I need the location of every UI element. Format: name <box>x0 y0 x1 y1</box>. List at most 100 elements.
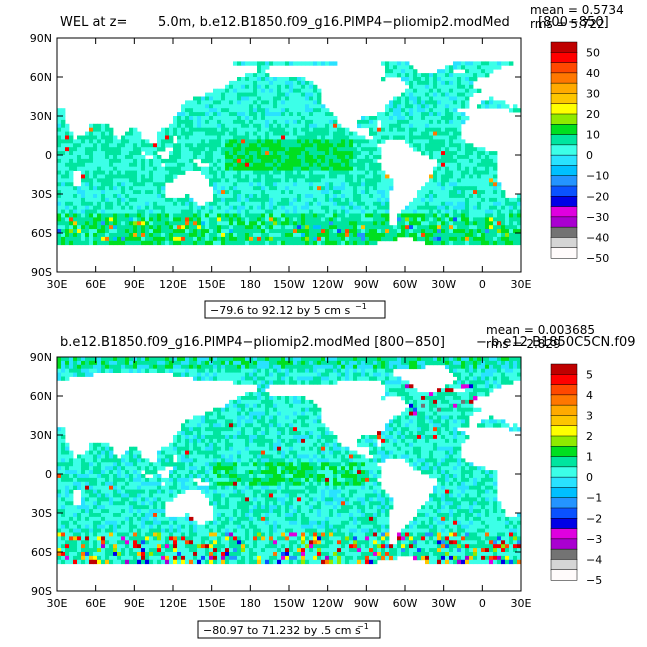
map-cell <box>469 190 474 195</box>
map-cell <box>97 209 102 214</box>
map-cell <box>253 170 258 175</box>
map-cell <box>149 213 154 218</box>
map-cell <box>237 376 242 381</box>
map-cell <box>237 419 242 424</box>
map-cell <box>241 368 246 373</box>
map-cell <box>445 225 450 230</box>
map-cell <box>449 186 454 191</box>
map-cell <box>381 174 386 179</box>
map-cell <box>381 205 386 210</box>
map-cell <box>229 92 234 97</box>
map-cell <box>425 415 430 420</box>
map-cell <box>353 221 358 226</box>
map-cell <box>249 403 254 409</box>
map-cell <box>321 368 326 373</box>
map-cell <box>61 135 66 140</box>
map-cell <box>197 108 202 113</box>
map-cell <box>73 368 78 373</box>
map-cell <box>341 372 346 377</box>
map-cell <box>297 419 302 424</box>
map-cell <box>253 166 258 171</box>
map-cell <box>201 240 206 246</box>
map-cell <box>277 221 282 226</box>
map-cell <box>109 186 114 191</box>
map-cell <box>285 100 290 105</box>
map-cell <box>193 376 198 381</box>
map-cell <box>409 139 414 144</box>
map-cell <box>217 407 222 412</box>
map-cell <box>509 240 514 246</box>
map-cell <box>345 357 350 362</box>
map-cell <box>249 88 254 93</box>
map-cell <box>81 225 86 230</box>
map-cell <box>297 221 302 226</box>
map-cell <box>121 186 126 191</box>
map-cell <box>497 197 502 203</box>
map-cell <box>301 139 306 144</box>
map-cell <box>277 84 282 90</box>
map-cell <box>201 170 206 175</box>
map-cell <box>237 186 242 191</box>
map-cell <box>337 123 342 129</box>
map-cell <box>93 368 98 373</box>
map-cell <box>489 368 494 373</box>
map-cell <box>493 178 498 183</box>
map-cell <box>397 69 402 74</box>
map-cell <box>241 166 246 171</box>
map-cell <box>133 166 138 171</box>
map-cell <box>189 166 194 171</box>
map-cell <box>289 119 294 125</box>
map-cell <box>489 384 494 389</box>
map-cell <box>509 229 514 234</box>
map-cell <box>449 166 454 171</box>
map-cell <box>325 236 330 242</box>
map-cell <box>381 221 386 226</box>
map-cell <box>221 205 226 210</box>
map-cell <box>365 372 370 377</box>
map-cell <box>441 233 446 238</box>
map-cell <box>237 368 242 373</box>
map-cell <box>313 135 318 140</box>
map-cell <box>377 213 382 218</box>
map-cell <box>297 236 302 242</box>
map-cell <box>185 217 190 222</box>
map-cell <box>81 143 86 148</box>
map-cell <box>485 205 490 210</box>
map-cell <box>357 233 362 238</box>
map-cell <box>249 396 254 401</box>
map-cell <box>245 240 250 246</box>
map-cell <box>213 151 218 156</box>
map-cell <box>89 151 94 156</box>
map-cell <box>261 229 266 234</box>
map-cell <box>61 372 66 377</box>
map-cell <box>285 399 290 405</box>
map-cell <box>433 221 438 226</box>
map-cell <box>125 147 130 152</box>
map-cell <box>353 360 358 366</box>
map-cell <box>465 368 470 373</box>
map-cell <box>313 170 318 175</box>
map-cell <box>465 80 470 86</box>
map-cell <box>241 209 246 214</box>
map-cell <box>253 364 258 370</box>
map-cell <box>277 77 282 82</box>
map-cell <box>469 411 474 416</box>
map-cell <box>377 376 382 381</box>
map-cell <box>285 368 290 373</box>
map-cell <box>469 217 474 222</box>
map-cell <box>77 151 82 156</box>
map-cell <box>297 166 302 171</box>
map-cell <box>113 139 118 144</box>
map-cell <box>297 80 302 86</box>
map-cell <box>113 147 118 152</box>
map-cell <box>117 158 122 164</box>
map-cell <box>269 182 274 187</box>
map-cell <box>189 123 194 129</box>
map-cell <box>89 364 94 370</box>
map-cell <box>305 104 310 109</box>
map-cell <box>321 116 326 121</box>
map-cell <box>349 364 354 370</box>
map-cell <box>469 376 474 381</box>
map-cell <box>301 143 306 148</box>
map-cell <box>101 158 106 164</box>
